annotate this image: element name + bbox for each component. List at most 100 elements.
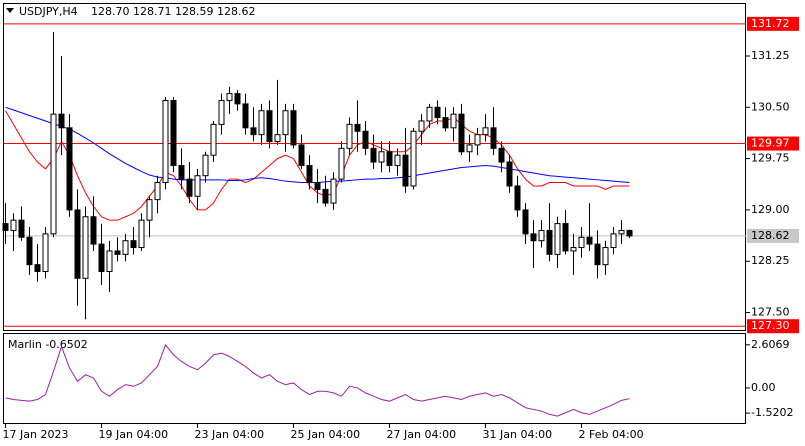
candle-body [42, 233, 49, 272]
candle-body [90, 216, 97, 245]
candle-body [154, 182, 161, 201]
candle-body [346, 123, 353, 149]
candle-body [194, 175, 201, 197]
y-tick-label: 129.00 [751, 203, 790, 216]
candle-body [506, 161, 513, 187]
candle-body [218, 99, 225, 125]
menu-triangle[interactable] [6, 8, 14, 13]
candle-body [178, 164, 185, 180]
x-tick-label: 2 Feb 04:00 [579, 428, 644, 441]
candle-body [338, 147, 345, 180]
x-tick-label: 31 Jan 04:00 [483, 428, 553, 441]
candle-body [82, 216, 89, 279]
candle-body [458, 113, 465, 153]
candle-body [514, 185, 521, 211]
candle-body [258, 110, 265, 136]
candle-body [250, 127, 257, 136]
level-box [747, 319, 799, 334]
candle-body [586, 236, 593, 245]
candle-body [226, 93, 233, 101]
candle-body [114, 250, 121, 255]
y-tick-label: 128.25 [751, 254, 790, 267]
candle-body [2, 223, 9, 231]
candle-body [466, 144, 473, 153]
candle-body [474, 134, 481, 146]
candle-body [210, 123, 217, 156]
y-tick-label: 131.25 [751, 49, 790, 62]
candle-body [442, 117, 449, 129]
candle-body [554, 223, 561, 255]
y-tick-label: -1.5202 [751, 406, 793, 419]
candle-body [170, 99, 177, 166]
candle-body [562, 223, 569, 252]
candle-body [186, 178, 193, 197]
candle-body [274, 134, 281, 143]
candle-body [546, 229, 553, 255]
level-label: 127.30 [751, 319, 790, 332]
ohlc: 128.70 128.71 128.59 128.62 [91, 5, 255, 18]
level-box [747, 16, 799, 31]
candle-body [290, 110, 297, 146]
level-label: 131.72 [751, 17, 790, 30]
candle-body [450, 113, 457, 129]
level-label: 129.97 [751, 137, 790, 150]
candle-body [130, 240, 137, 249]
y-tick-label: 2.6069 [751, 338, 790, 351]
candle-body [322, 188, 329, 204]
candle-body [306, 164, 313, 184]
candle-body [50, 113, 57, 235]
candle-body [162, 99, 169, 184]
candle-body [202, 154, 209, 177]
last-price-label: 128.62 [751, 229, 790, 242]
candle-body [298, 144, 305, 166]
candle-body [402, 154, 409, 187]
candle-body [74, 209, 81, 279]
candle-body [354, 123, 361, 132]
candle-body [498, 147, 505, 163]
y-tick-label: 130.50 [751, 100, 790, 113]
candle-body [282, 110, 289, 136]
x-tick-label: 17 Jan 2023 [3, 428, 69, 441]
candle-body [570, 247, 577, 252]
oscillator-title: Marlin -0.6502 [8, 338, 88, 351]
candle-body [146, 199, 153, 221]
candle-body [234, 93, 241, 105]
candle-body [610, 233, 617, 249]
candle-body [34, 264, 41, 272]
candle-body [314, 182, 321, 190]
candle-body [106, 250, 113, 272]
candle-body [426, 106, 433, 122]
y-tick-label: 127.50 [751, 306, 790, 319]
oscillator-panel-frame [3, 333, 746, 424]
last-price-box [747, 228, 799, 243]
candle-body [18, 219, 25, 238]
candle-body [122, 240, 129, 255]
candle-body [98, 243, 105, 272]
candle-body [58, 113, 65, 129]
candle-body [66, 127, 73, 211]
oscillator-line [5, 343, 630, 417]
candle-body [330, 178, 337, 204]
candle-body [266, 110, 273, 143]
candle-body [626, 229, 633, 237]
candle-body [138, 219, 145, 249]
candle-body [26, 236, 33, 266]
candle-body [410, 130, 417, 187]
candle-body [370, 147, 377, 163]
candle-body [242, 103, 249, 129]
candle-body [362, 130, 369, 149]
y-tick-label: 129.75 [751, 152, 790, 165]
candle-body [386, 151, 393, 166]
candle-body [378, 151, 385, 163]
candle-body [578, 236, 585, 249]
candle-body [618, 229, 625, 235]
x-tick-label: 27 Jan 04:00 [387, 428, 457, 441]
main-panel-frame [3, 3, 746, 331]
symbol: USDJPY,H4 [19, 5, 78, 18]
candle-body [490, 127, 497, 149]
level-box [747, 136, 799, 151]
x-tick-label: 19 Jan 04:00 [99, 428, 169, 441]
